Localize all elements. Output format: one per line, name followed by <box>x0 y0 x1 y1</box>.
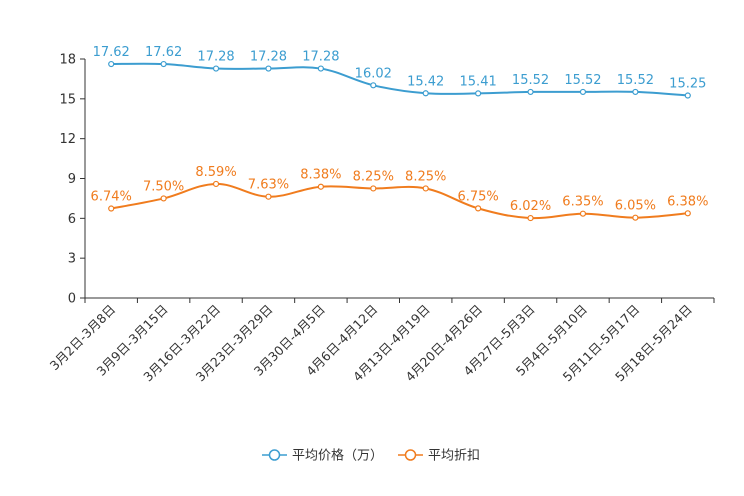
legend-item[interactable]: 平均折扣 <box>398 449 480 464</box>
data-point[interactable] <box>632 214 639 221</box>
data-label: 6.74% <box>91 190 132 205</box>
data-label: 15.25 <box>669 77 706 92</box>
data-point[interactable] <box>475 90 482 97</box>
series-avg-price: 17.62 17.62 17.28 17.28 17.28 16.02 15.42 15.41… <box>93 45 706 99</box>
legend-label: 平均价格（万） <box>292 448 383 464</box>
data-label: 7.63% <box>248 178 289 193</box>
data-point[interactable] <box>317 65 324 72</box>
data-label: 6.05% <box>615 199 656 214</box>
data-label: 15.52 <box>617 73 654 88</box>
data-point[interactable] <box>579 210 587 217</box>
data-point[interactable] <box>108 205 115 212</box>
data-label: 17.28 <box>250 50 287 65</box>
data-label: 17.28 <box>302 50 339 65</box>
data-point[interactable] <box>317 183 324 190</box>
data-point[interactable] <box>212 180 220 188</box>
chart-legend[interactable]: 平均价格（万） 平均折扣 <box>262 448 480 464</box>
data-label: 15.41 <box>460 74 497 89</box>
series-avg-discount: 6.74% 7.50% 8.59% 7.63% 8.38% 8.25% 8.25% 6.75%… <box>91 165 708 222</box>
data-point[interactable] <box>579 88 587 96</box>
legend-item[interactable]: 平均价格（万） <box>262 448 383 464</box>
data-label: 15.52 <box>564 73 601 88</box>
data-point[interactable] <box>370 185 377 192</box>
data-label: 16.02 <box>355 66 392 81</box>
legend-marker-icon <box>404 449 417 461</box>
data-point[interactable] <box>684 210 691 217</box>
data-label: 8.38% <box>300 168 341 183</box>
data-label: 6.35% <box>562 195 603 210</box>
data-label: 8.59% <box>195 165 236 180</box>
data-point[interactable] <box>265 65 272 72</box>
data-label: 15.42 <box>407 74 444 89</box>
legend-label: 平均折扣 <box>428 449 480 464</box>
data-label: 8.25% <box>405 169 446 184</box>
data-label: 17.28 <box>197 50 234 65</box>
data-label: 15.52 <box>512 73 549 88</box>
data-point[interactable] <box>160 60 167 68</box>
y-tick-label: 3 <box>68 252 76 267</box>
data-point[interactable] <box>370 82 377 89</box>
legend-marker-icon <box>268 449 281 461</box>
data-point[interactable] <box>527 214 534 222</box>
data-label: 6.38% <box>667 194 708 209</box>
chart-axes: 03691215183月2日-3月8日3月9日-3月15日3月16日-3月22日… <box>47 53 715 384</box>
data-point[interactable] <box>212 65 220 72</box>
data-point[interactable] <box>160 195 167 202</box>
data-point[interactable] <box>684 92 691 99</box>
series-line <box>111 182 688 220</box>
data-point[interactable] <box>422 90 429 97</box>
data-point[interactable] <box>527 88 534 96</box>
y-tick-label: 12 <box>59 132 76 147</box>
data-label: 17.62 <box>145 45 182 60</box>
data-point[interactable] <box>422 185 429 192</box>
data-label: 8.25% <box>353 169 394 184</box>
y-tick-label: 0 <box>68 292 76 307</box>
y-tick-label: 15 <box>59 92 76 107</box>
data-point[interactable] <box>632 88 639 96</box>
data-point[interactable] <box>475 205 482 212</box>
series-layer: 17.62 17.62 17.28 17.28 17.28 16.02 15.42 15.41… <box>91 45 708 222</box>
data-label: 17.62 <box>93 45 130 60</box>
data-point[interactable] <box>265 193 272 200</box>
data-label: 6.75% <box>457 189 498 204</box>
data-label: 7.50% <box>143 179 184 194</box>
data-point[interactable] <box>108 60 115 68</box>
y-tick-label: 18 <box>59 53 76 68</box>
y-tick-label: 6 <box>68 212 76 227</box>
series-line <box>111 62 688 97</box>
data-label: 6.02% <box>510 199 551 214</box>
y-tick-label: 9 <box>68 172 76 187</box>
